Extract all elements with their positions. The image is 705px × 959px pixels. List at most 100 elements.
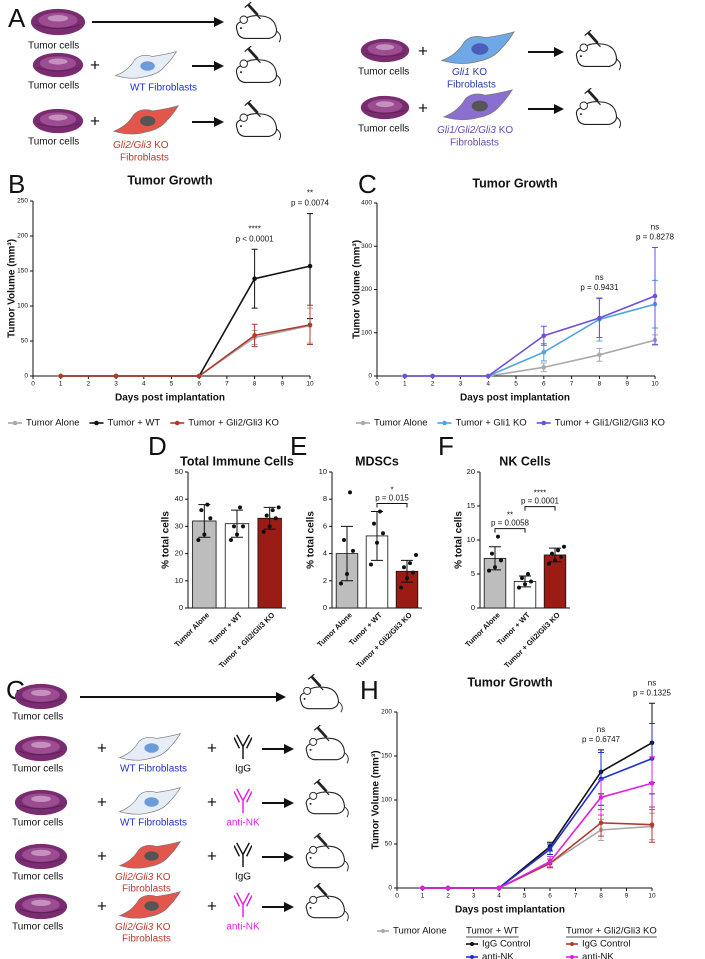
x-tick-label: 8: [253, 381, 257, 388]
data-point: [375, 540, 379, 545]
category-label: Tumor Alone: [173, 610, 211, 648]
y-tick-label: 200: [17, 233, 28, 240]
series-line: [422, 822, 653, 889]
data-point: [520, 576, 524, 581]
y-tick-label: 0: [388, 885, 392, 892]
panel-label: C: [358, 169, 377, 199]
x-tick-label: 10: [306, 381, 314, 388]
data-point: [342, 538, 346, 542]
gene: Gli2/Gli3: [113, 140, 152, 151]
y-tick-label: 0: [323, 603, 327, 612]
antibody-icon: [234, 734, 252, 760]
y-axis-label: % total cells: [454, 511, 465, 569]
data-point: [252, 333, 257, 338]
bracket-p: p = 0.0058: [491, 519, 530, 528]
y-axis-label: Tumor Volume (mm³): [352, 240, 363, 339]
mouse-icon: [235, 46, 282, 88]
data-point: [261, 529, 266, 534]
y-tick-label: 150: [17, 268, 28, 275]
plus: +: [97, 896, 107, 915]
data-point: [547, 846, 553, 852]
data-point: [402, 373, 408, 379]
x-tick-label: 4: [142, 381, 146, 388]
series-line: [60, 324, 311, 377]
data-point: [487, 568, 491, 573]
legend-label: anti-NK: [582, 952, 614, 959]
y-tick-label: 50: [385, 841, 393, 848]
y-tick-label: 4: [323, 549, 327, 558]
chart-title: Tumor Growth: [472, 176, 557, 190]
data-point: [229, 538, 233, 542]
x-tick-label: 7: [225, 381, 229, 388]
x-tick-label: 1: [403, 381, 407, 388]
error-bar: [341, 525, 353, 582]
label: Tumor cells: [358, 124, 409, 135]
x-tick-label: 9: [280, 381, 284, 388]
data-point: [235, 532, 239, 537]
tumor-cell-icon: [14, 683, 68, 710]
data-point: [205, 502, 210, 507]
data-point: [597, 352, 602, 358]
data-point: [202, 532, 207, 537]
plus: +: [207, 738, 217, 757]
y-tick-label: 0: [368, 373, 372, 380]
y-tick-label: 400: [361, 200, 372, 207]
ko: KO: [499, 125, 514, 136]
x-axis-label: Days post implantation: [460, 393, 570, 404]
data-point: [345, 572, 349, 576]
chart-title: Tumor Growth: [127, 173, 212, 187]
data-point: [493, 565, 497, 570]
legend-marker: [174, 420, 180, 426]
data-point: [598, 820, 604, 826]
data-point: [550, 551, 554, 556]
legend-label: anti-NK: [482, 952, 514, 959]
panel-label: F: [438, 431, 454, 461]
data-point: [414, 552, 418, 557]
plus: +: [97, 738, 107, 757]
legend-group-title: Tumor + Gli2/Gli3 KO: [566, 926, 657, 937]
bracket-p: p = 0.015: [375, 494, 409, 503]
legend-marker: [442, 420, 447, 426]
x-tick-label: 4: [486, 381, 490, 388]
legend-group-title: Tumor + WT: [466, 926, 519, 937]
fibroblast-icon: [119, 891, 181, 919]
data-point: [541, 349, 547, 355]
data-point: [378, 509, 382, 514]
x-axis-label: Days post implantation: [455, 905, 565, 916]
y-tick-label: 20: [467, 467, 475, 476]
x-tick-label: 7: [574, 893, 578, 900]
x-tick-label: 0: [395, 893, 399, 900]
x-axis-label: Days post implantation: [115, 393, 225, 404]
legend-label: Tumor + WT: [108, 418, 161, 429]
x-tick-label: 10: [651, 381, 659, 388]
data-point: [490, 551, 494, 556]
chart-title: Tumor Growth: [467, 675, 552, 689]
y-tick-label: 20: [175, 549, 183, 558]
data-point: [348, 490, 352, 495]
legend-marker: [12, 420, 18, 426]
data-point: [411, 570, 415, 575]
label: Tumor cells: [12, 764, 63, 775]
data-point: [598, 795, 604, 800]
label: Tumor cells: [358, 67, 409, 78]
mouse-icon: [235, 2, 282, 44]
series-line: [404, 295, 656, 377]
gene: Gli2/Gli3: [115, 922, 154, 933]
x-tick-label: 1: [421, 893, 425, 900]
x-tick-label: 5: [523, 893, 527, 900]
ko: KO: [156, 872, 171, 883]
x-tick-label: 9: [625, 893, 629, 900]
antibody-icon: [234, 892, 252, 918]
panel-label: H: [360, 675, 379, 705]
fibroblast-icon: [443, 89, 513, 121]
y-tick-label: 200: [381, 709, 392, 716]
tumor-cell-icon: [14, 735, 68, 762]
data-point: [517, 585, 521, 590]
label: WT Fibroblasts: [130, 83, 197, 94]
x-tick-label: 6: [542, 381, 546, 388]
data-point: [526, 572, 530, 576]
y-tick-label: 15: [467, 501, 475, 510]
label: WT Fibroblasts: [120, 764, 187, 775]
